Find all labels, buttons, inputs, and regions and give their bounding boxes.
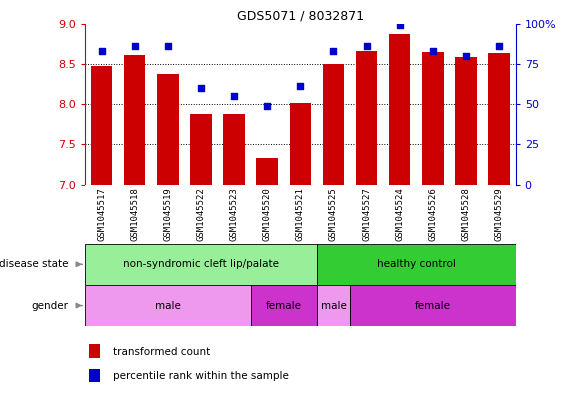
Bar bbox=[85, 244, 317, 285]
Text: female: female bbox=[266, 301, 302, 310]
Point bbox=[461, 53, 471, 59]
Bar bbox=[356, 51, 377, 185]
Point bbox=[428, 48, 438, 54]
Text: GSM1045523: GSM1045523 bbox=[230, 187, 239, 241]
Text: non-syndromic cleft lip/palate: non-syndromic cleft lip/palate bbox=[123, 259, 279, 269]
Point bbox=[229, 93, 239, 99]
Text: GSM1045524: GSM1045524 bbox=[395, 187, 404, 241]
Bar bbox=[124, 55, 145, 185]
Text: GSM1045527: GSM1045527 bbox=[362, 187, 371, 241]
Bar bbox=[89, 344, 100, 358]
Text: GSM1045520: GSM1045520 bbox=[263, 187, 272, 241]
Text: GSM1045518: GSM1045518 bbox=[130, 187, 139, 241]
Point bbox=[495, 43, 504, 49]
Bar bbox=[257, 158, 278, 185]
Bar bbox=[190, 114, 212, 185]
Text: GSM1045525: GSM1045525 bbox=[329, 187, 338, 241]
Bar bbox=[89, 369, 100, 382]
Point bbox=[263, 103, 272, 109]
Text: GSM1045529: GSM1045529 bbox=[495, 187, 503, 241]
Point bbox=[97, 48, 106, 54]
Text: GSM1045528: GSM1045528 bbox=[462, 187, 471, 241]
Text: GSM1045517: GSM1045517 bbox=[97, 187, 106, 241]
Text: male: male bbox=[321, 301, 346, 310]
Bar bbox=[323, 64, 344, 185]
Text: healthy control: healthy control bbox=[377, 259, 456, 269]
Bar bbox=[289, 103, 311, 185]
Text: disease state: disease state bbox=[0, 259, 69, 269]
Point bbox=[196, 85, 206, 91]
Bar bbox=[223, 114, 245, 185]
Bar bbox=[317, 244, 516, 285]
Point bbox=[329, 48, 338, 54]
Bar bbox=[422, 52, 444, 185]
Point bbox=[130, 43, 139, 49]
Text: female: female bbox=[415, 301, 451, 310]
Text: GSM1045521: GSM1045521 bbox=[296, 187, 305, 241]
Bar bbox=[350, 285, 516, 326]
Point bbox=[395, 22, 404, 28]
Text: percentile rank within the sample: percentile rank within the sample bbox=[113, 371, 289, 381]
Text: male: male bbox=[155, 301, 180, 310]
Title: GDS5071 / 8032871: GDS5071 / 8032871 bbox=[237, 9, 364, 22]
Text: GSM1045522: GSM1045522 bbox=[196, 187, 206, 241]
Bar bbox=[251, 285, 317, 326]
Bar bbox=[85, 285, 251, 326]
Point bbox=[362, 43, 372, 49]
Point bbox=[163, 43, 172, 49]
Text: gender: gender bbox=[32, 301, 69, 310]
Point bbox=[295, 83, 305, 90]
Bar bbox=[455, 57, 477, 185]
Text: transformed count: transformed count bbox=[113, 347, 210, 356]
Text: GSM1045519: GSM1045519 bbox=[163, 187, 172, 241]
Bar bbox=[317, 285, 350, 326]
Bar bbox=[488, 53, 510, 185]
Bar bbox=[157, 73, 179, 185]
Bar bbox=[91, 66, 113, 185]
Bar bbox=[389, 34, 410, 185]
Text: GSM1045526: GSM1045526 bbox=[428, 187, 437, 241]
